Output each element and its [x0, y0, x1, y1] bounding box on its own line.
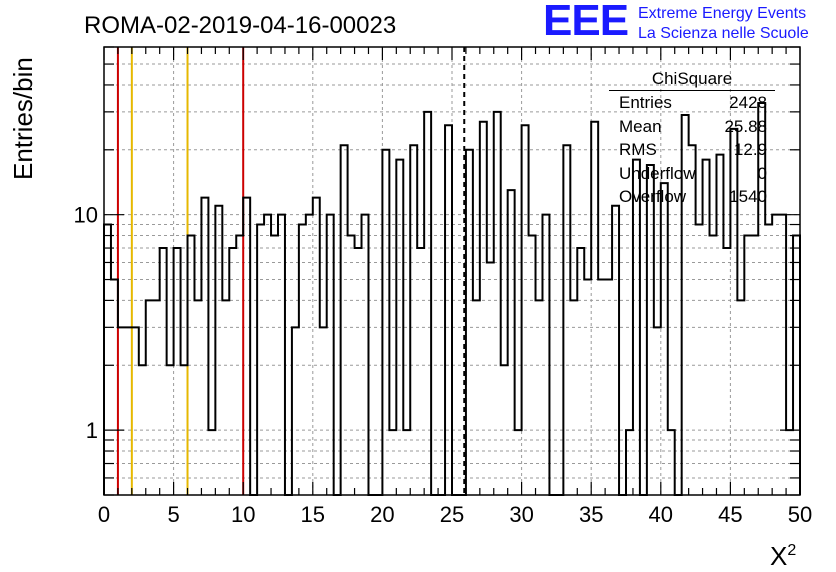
stats-value: 25.88 — [724, 116, 767, 136]
stats-key: Entries — [619, 93, 672, 112]
stats-key: Underflow — [619, 163, 696, 183]
stats-box: ChiSquare Entries 2428 Mean 25.88 RMS 12… — [609, 68, 775, 208]
stats-row-entries: Entries 2428 — [609, 91, 775, 115]
stats-value: 1540 — [729, 187, 767, 206]
x-axis-label-superscript: 2 — [787, 542, 796, 559]
y-tick-label: 10 — [74, 203, 98, 228]
axis-ticks — [103, 46, 801, 496]
x-axis-label: X2 — [770, 541, 796, 571]
axis-tick-labels: 0 5 10 15 20 25 30 35 40 45 50 1 10 — [74, 203, 813, 527]
x-tick-label: 35 — [579, 502, 603, 527]
logo-line-1: Extreme Energy Events — [638, 5, 807, 22]
stats-value: 2428 — [729, 93, 767, 112]
x-tick-label: 5 — [167, 502, 179, 527]
stats-title: ChiSquare — [609, 68, 775, 91]
stats-value: 12.9 — [733, 140, 767, 159]
logo-text: Extreme Energy Events La Scienza nelle S… — [638, 4, 809, 44]
stats-row-overflow: Overflow 1540 — [609, 185, 775, 209]
logo-line-2: La Scienza nelle Scuole — [638, 25, 809, 42]
eee-logo: EEE Extreme Energy Events La Scienza nel… — [543, 0, 833, 46]
x-tick-label: 40 — [649, 502, 673, 527]
x-tick-label: 30 — [509, 502, 533, 527]
chart-title: ROMA-02-2019-04-16-00023 — [84, 12, 396, 39]
stats-key: Mean — [619, 116, 662, 136]
x-tick-label: 10 — [231, 502, 255, 527]
x-tick-label: 0 — [98, 502, 110, 527]
stats-row-rms: RMS 12.9 — [609, 138, 775, 162]
x-tick-label: 45 — [718, 502, 742, 527]
stats-key: Overflow — [619, 187, 687, 206]
y-tick-label: 1 — [86, 418, 98, 443]
x-axis-label-base: X — [770, 541, 787, 571]
marker-lines — [116, 47, 466, 495]
stats-row-mean: Mean 25.88 — [609, 115, 775, 139]
x-tick-label: 15 — [301, 502, 325, 527]
x-tick-label: 50 — [788, 502, 812, 527]
histogram-steps — [103, 101, 801, 496]
stats-key: RMS — [619, 140, 657, 159]
y-axis-label: Entries/bin — [8, 57, 38, 180]
x-tick-label: 20 — [370, 502, 394, 527]
stats-row-underflow: Underflow 0 — [609, 162, 775, 186]
stats-value: 0 — [757, 163, 767, 183]
x-tick-label: 25 — [440, 502, 464, 527]
logo-mark: EEE — [543, 0, 629, 45]
